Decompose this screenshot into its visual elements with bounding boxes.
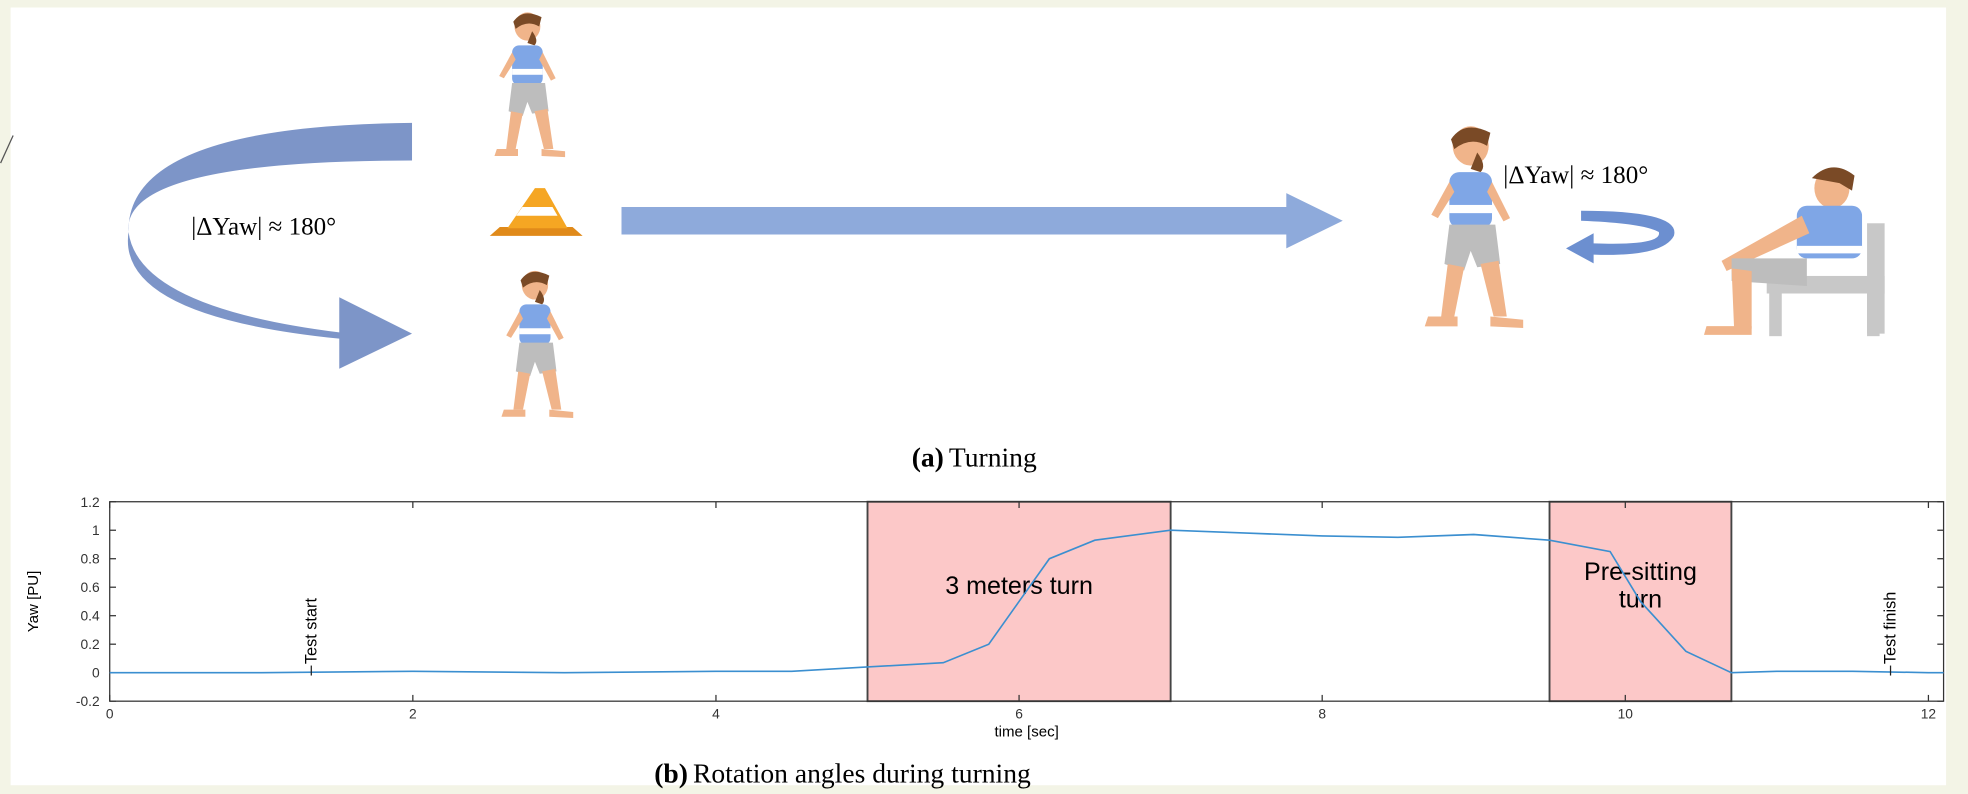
y-tick-label: 0 [92, 666, 100, 681]
x-tick-label: 4 [712, 707, 720, 722]
region-label: turn [1619, 586, 1662, 614]
x-tick-label: 12 [1921, 707, 1936, 722]
region-label: Pre-sitting [1584, 558, 1697, 586]
x-tick-label: 2 [409, 707, 417, 722]
y-tick-label: 0.6 [81, 580, 100, 595]
annotation: Test finish [1882, 592, 1900, 664]
figure: |ΔYaw| ≈ 180° |ΔYaw| ≈ 180° (a) Turning … [0, 0, 1968, 794]
annotation: Test start [302, 598, 320, 665]
yaw-annotation: |ΔYaw| ≈ 180° [191, 214, 336, 241]
y-tick-label: 0.4 [81, 609, 100, 624]
region-label: 3 meters turn [945, 572, 1093, 600]
y-axis-label: Yaw [PU] [25, 571, 42, 633]
caption-label: (a) [912, 442, 944, 473]
y-tick-label: 0.2 [81, 637, 100, 652]
x-axis-label: time [sec] [994, 723, 1058, 740]
y-tick-label: 0.8 [81, 552, 100, 567]
yaw-annotation: |ΔYaw| ≈ 180° [1503, 162, 1648, 189]
x-tick-label: 0 [106, 707, 114, 722]
caption: Turning [949, 442, 1037, 473]
caption: Rotation angles during turning [693, 758, 1031, 789]
x-tick-label: 10 [1618, 707, 1634, 722]
x-tick-label: 6 [1015, 707, 1023, 722]
x-tick-label: 8 [1318, 707, 1326, 722]
y-tick-label: 1.2 [81, 495, 100, 510]
caption-label: (b) [654, 758, 688, 789]
y-tick-label: 1 [92, 523, 100, 538]
y-tick-label: -0.2 [76, 694, 100, 709]
